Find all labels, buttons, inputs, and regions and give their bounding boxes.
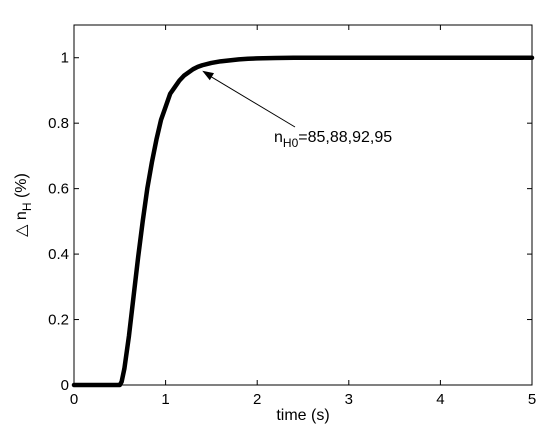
y-axis-label-base: △ n (13, 211, 30, 237)
annotation-arrow (205, 73, 296, 128)
y-axis-label-suffix: (%) (13, 173, 30, 202)
x-tick-label: 0 (70, 391, 78, 408)
y-tick-label: 0.2 (48, 312, 69, 329)
x-tick-label: 3 (345, 391, 353, 408)
series-line (71, 55, 535, 388)
x-tick-label: 2 (253, 391, 261, 408)
annotation-arrowhead (202, 70, 214, 81)
y-axis-label-sub: H (20, 203, 34, 212)
annotation: nH0=85,88,92,95 (202, 70, 392, 150)
y-tick-label: 0 (61, 377, 69, 394)
y-tick-label: 0.6 (48, 181, 69, 198)
annotation-label-base: n (274, 129, 283, 146)
annotation-label: nH0=85,88,92,95 (274, 129, 392, 150)
annotation-label-rest: =85,88,92,95 (298, 129, 392, 146)
y-tick-label: 1 (61, 50, 69, 67)
y-tick-label: 0.4 (48, 246, 69, 263)
plot-frame (73, 24, 533, 386)
x-tick-label: 5 (528, 391, 536, 408)
x-tick-label: 1 (161, 391, 169, 408)
x-axis-label: time (s) (276, 407, 329, 424)
annotation-label-sub: H0 (283, 136, 299, 150)
tick-labels: 0 1 2 3 4 5 0 0.2 0.4 0.6 0.8 1 (48, 50, 536, 408)
plot-area (74, 25, 532, 385)
y-tick-label: 0.8 (48, 115, 69, 132)
y-axis-label: △ nH (%) (13, 173, 34, 237)
x-tick-label: 4 (436, 391, 444, 408)
